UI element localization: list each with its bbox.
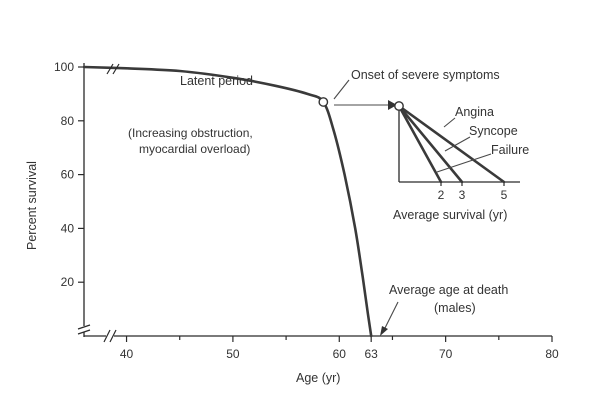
y-axis-break-marks [77, 324, 91, 335]
onset-marker [318, 97, 329, 107]
curve-break-mark-1 [106, 63, 114, 75]
x-tick-label: 70 [439, 347, 453, 361]
y-axis-break-mark-1 [77, 324, 91, 330]
syncope-leader [444, 136, 471, 152]
death-arrow [380, 301, 399, 336]
x-tick-label: 40 [120, 347, 134, 361]
x-tick-label: 50 [226, 347, 240, 361]
inset-x-tick-label: 3 [459, 188, 466, 202]
y-tick-label: 100 [54, 60, 74, 74]
death-label-line2: (males) [434, 301, 476, 315]
obstruction-label-line2: myocardial overload) [139, 142, 250, 156]
obstruction-label-line1: (Increasing obstruction, [128, 126, 253, 140]
x-axis-break-mark-1 [103, 329, 111, 343]
y-tick-label: 60 [61, 168, 75, 182]
x-axis-title: Age (yr) [296, 371, 340, 385]
y-tick-label: 40 [61, 221, 75, 235]
failure-line [397, 104, 443, 184]
curve-break-mark-2 [112, 63, 120, 75]
death-arrow-line [383, 301, 399, 331]
y-ticks: 20 40 60 80 100 [54, 60, 84, 289]
onset-label-leader [333, 79, 350, 100]
inset-lines [397, 104, 506, 184]
angina-leader [443, 117, 456, 128]
inset-x-label: Average survival (yr) [393, 208, 507, 222]
death-label-line1: Average age at death [389, 283, 508, 297]
y-tick-label: 80 [61, 114, 75, 128]
y-tick-label: 20 [61, 275, 75, 289]
latent-period-label: Latent period [180, 74, 253, 88]
x-tick-label: 60 [333, 347, 347, 361]
onset-arrow [334, 100, 397, 110]
x-tick-label: 63 [365, 347, 379, 361]
syncope-line [397, 104, 464, 184]
death-arrow-head [380, 326, 388, 336]
inset-x-tick-label: 5 [501, 188, 508, 202]
x-tick-label: 80 [545, 347, 559, 361]
failure-leader [436, 153, 492, 173]
survival-curve [82, 65, 373, 338]
failure-label: Failure [491, 143, 529, 157]
y-axis-break-mark-2 [77, 329, 91, 335]
x-ticks: 40 50 60 63 70 80 [120, 336, 559, 361]
curve-break-marks [106, 63, 120, 75]
syncope-label: Syncope [469, 124, 518, 138]
onset-arrow-head [388, 100, 397, 110]
onset-label: Onset of severe symptoms [351, 68, 500, 82]
y-axis-title: Percent survival [25, 161, 39, 250]
inset-x-tick-label: 2 [438, 188, 445, 202]
x-axis-break-marks [103, 329, 117, 343]
inset-origin-marker [394, 101, 404, 111]
x-axis-break-mark-2 [109, 329, 117, 343]
angina-line [397, 104, 506, 184]
angina-label: Angina [455, 105, 494, 119]
